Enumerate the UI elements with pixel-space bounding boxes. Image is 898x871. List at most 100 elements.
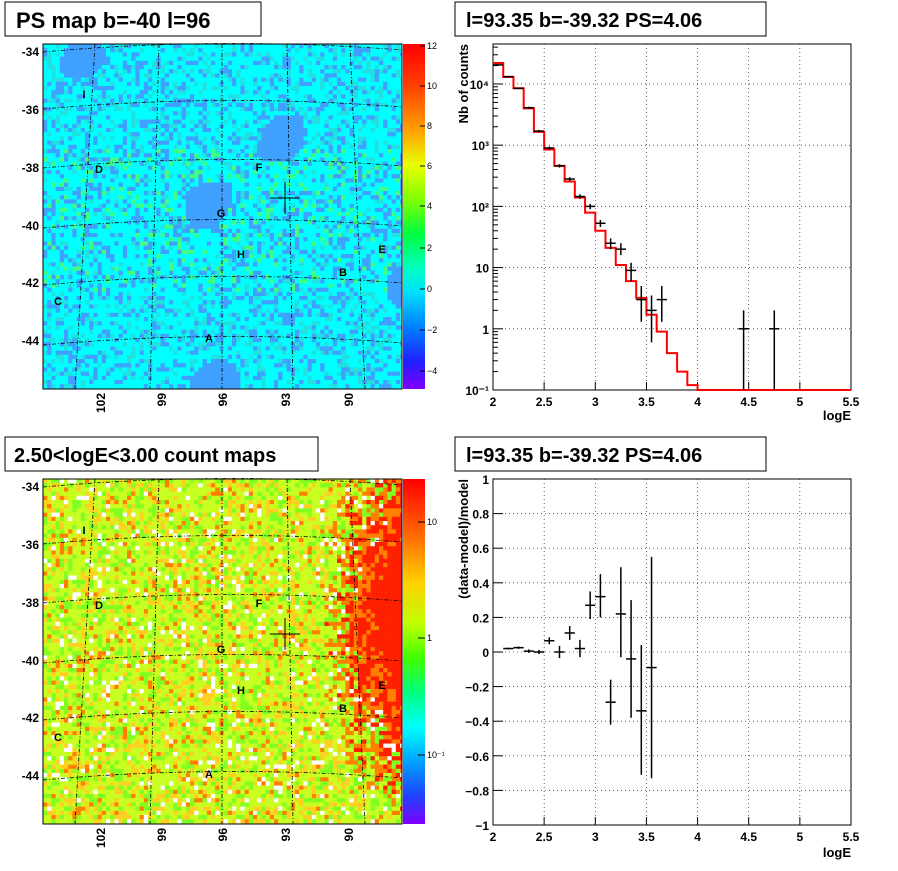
ps-map-x-tick: 99	[155, 393, 169, 407]
ps-map-y-tick: -42	[22, 276, 40, 290]
spectrum-data-point	[585, 203, 596, 210]
residual-x-tick-label: 3.5	[638, 830, 655, 844]
spectrum-y-tick-label: 10⁻¹	[465, 384, 489, 398]
residual-y-tick-label: 0.4	[472, 577, 489, 591]
ps-map-x-tick: 96	[216, 393, 230, 407]
count-map-marker-a: A	[205, 769, 213, 781]
spectrum-data-point	[738, 310, 749, 390]
residual-data-point	[503, 647, 514, 650]
ps-colorbar	[403, 44, 425, 389]
spectrum-y-tick-label: 1	[482, 323, 489, 337]
count-map-y-tick: -40	[22, 654, 40, 668]
residual-data-point	[554, 645, 565, 659]
residual-data-point	[625, 600, 637, 718]
title-top-left: PS map b=-40 l=96	[4, 1, 262, 37]
ps-map-y-tick: -44	[22, 334, 40, 348]
ps-map-marker-e: E	[378, 244, 385, 256]
spectrum-y-ticks: 10⁻¹ 1 10 10² 10³ 10⁴	[465, 78, 489, 398]
spectrum-data-point	[574, 194, 586, 199]
residual-y-label: (data-model)/model	[456, 479, 471, 599]
spectrum-data-point	[493, 64, 504, 66]
count-map-marker-e: E	[378, 680, 385, 692]
spectrum-x-tick-label: 5.5	[843, 395, 860, 409]
ps-colorbar-tick-label: 4	[427, 201, 432, 211]
residual-y-tick-label: −1	[475, 819, 489, 833]
title-top-right: l=93.35 b=-39.32 PS=4.06	[454, 1, 767, 37]
residual-data-point	[574, 639, 586, 658]
ps-colorbar-tick-label: 12	[427, 41, 437, 51]
count-colorbar-tick-label: 1	[427, 633, 432, 643]
spectrum-data-point	[544, 146, 555, 150]
ps-map-x-tick: 90	[342, 393, 356, 407]
residual-y-tick-label: 0.6	[472, 542, 489, 556]
count-colorbar-tick-label: 10⁻¹	[427, 750, 445, 760]
count-map-crosshair	[270, 618, 300, 650]
residual-x-tick-label: 2	[490, 830, 497, 844]
ps-map-marker-d: D	[95, 164, 103, 176]
ps-colorbar-tick-label: −2	[427, 325, 437, 335]
spectrum-data-point	[646, 295, 657, 343]
residual-panel: −1 −0.8 −0.6 −0.4 −0.2 0 0.2 0.4 0.6 0.8 1 2 2.5 3 3.…	[456, 473, 860, 860]
ps-map-x-ticks: 102 99 96 93 90	[94, 393, 356, 413]
residual-y-tick-label: −0.4	[465, 715, 489, 729]
residual-data-point	[595, 574, 606, 618]
spectrum-model-line	[493, 62, 851, 391]
residual-y-tick-label: 0.8	[472, 508, 489, 522]
count-map-markers: I D F G H E B C A	[54, 525, 386, 781]
spectrum-y-tick-label: 10⁴	[470, 78, 489, 92]
count-map-y-tick: -38	[22, 596, 40, 610]
title-bottom-left: 2.50<logE<3.00 count maps	[4, 436, 319, 472]
spectrum-x-tick-label: 4	[694, 395, 701, 409]
ps-colorbar-tick-label: 2	[427, 243, 432, 253]
residual-x-tick-label: 3	[592, 830, 599, 844]
residual-data-point	[523, 649, 534, 653]
residual-data-point	[646, 556, 657, 779]
ps-map-marker-b: B	[339, 267, 347, 279]
count-map-x-ticks: 102 99 96 93 90	[94, 828, 356, 848]
residual-data-point	[533, 649, 545, 655]
count-map-coordinate-grid	[42, 478, 403, 825]
ps-colorbar-tick-label: 0	[427, 284, 432, 294]
residual-y-tick-label: −0.8	[465, 784, 489, 798]
spectrum-data-point	[605, 238, 616, 250]
count-map-y-tick: -42	[22, 711, 40, 725]
spectrum-x-ticks: 2 2.5 3 3.5 4 4.5 5 5.5	[490, 395, 860, 409]
count-colorbar-ticks: 10 1 10⁻¹	[418, 517, 445, 760]
residual-data-point	[605, 679, 616, 725]
title-bottom-left-text: 2.50<logE<3.00 count maps	[14, 445, 276, 467]
ps-map-x-tick: 102	[94, 393, 108, 413]
spectrum-data-point	[513, 87, 524, 90]
residual-x-tick-label: 5	[797, 830, 804, 844]
spectrum-x-tick-label: 2.5	[536, 395, 553, 409]
residual-x-ticks: 2 2.5 3 3.5 4 4.5 5 5.5	[490, 830, 860, 844]
residual-x-tick-label: 2.5	[536, 830, 553, 844]
spectrum-data-points	[493, 64, 780, 390]
residual-x-label: logE	[823, 845, 851, 860]
ps-map-marker-a: A	[205, 333, 213, 345]
count-map-marker-h: H	[237, 685, 245, 697]
ps-colorbar-tick-label: −4	[427, 366, 437, 376]
residual-data-point	[544, 637, 555, 645]
ps-colorbar-tick-label: 10	[427, 81, 437, 91]
count-map-y-tick: -36	[22, 538, 40, 552]
count-map-x-tick: 90	[342, 828, 356, 842]
spectrum-x-tick-label: 3	[592, 395, 599, 409]
ps-map-y-tick: -36	[22, 103, 40, 117]
count-map-y-tick: -44	[22, 769, 40, 783]
residual-y-tick-label: −0.2	[465, 681, 489, 695]
spectrum-y-tick-label: 10²	[472, 200, 489, 214]
spectrum-y-label: Nb of counts	[456, 44, 471, 123]
ps-colorbar-tick-label: 8	[427, 121, 432, 131]
spectrum-data-point	[523, 106, 534, 109]
spectrum-x-tick-label: 2	[490, 395, 497, 409]
ps-map-marker-f: F	[256, 162, 263, 174]
title-top-left-text: PS map b=-40 l=96	[16, 8, 210, 33]
spectrum-frame	[492, 43, 852, 391]
count-map-y-tick: -34	[22, 480, 40, 494]
count-map-y-ticks: -34 -36 -38 -40 -42 -44	[22, 480, 40, 783]
spectrum-data-point	[636, 286, 647, 322]
count-map-marker-g: G	[217, 644, 226, 656]
ps-map-crosshair	[270, 182, 300, 214]
